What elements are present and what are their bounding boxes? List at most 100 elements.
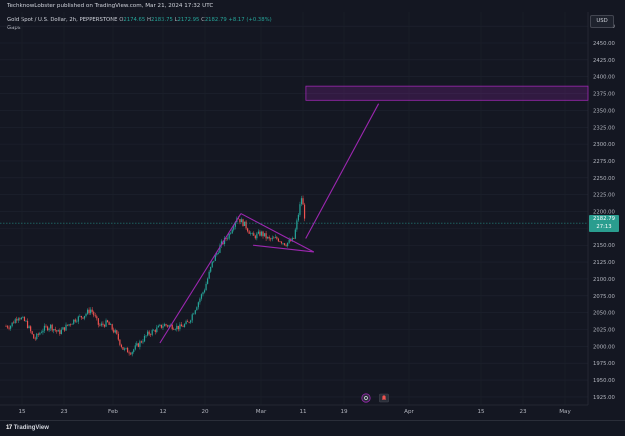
low-label: L [174, 17, 178, 23]
candle-body [63, 327, 66, 331]
candle-body [260, 231, 263, 236]
time-tick-label: 11 [299, 409, 307, 415]
candle-body [237, 218, 239, 220]
gaps-indicator[interactable]: Gaps [7, 25, 21, 31]
alert-icon[interactable] [379, 393, 389, 403]
candle-body [96, 316, 98, 319]
candle-body [105, 320, 107, 327]
tradingview-logo[interactable]: 17 TradingView [6, 425, 49, 431]
candle-body [225, 237, 227, 239]
candle-body [42, 330, 44, 333]
price-tick-label: 2225.00 [593, 193, 616, 199]
candle-body [5, 326, 7, 327]
candle-body [94, 315, 96, 317]
price-tick-label: 2100.00 [593, 277, 616, 283]
low-value: 2172.95 [177, 17, 200, 23]
price-tick-label: 2275.00 [593, 159, 616, 165]
candle-body [77, 316, 79, 322]
candle-body [276, 237, 278, 239]
candle-body [173, 329, 175, 330]
price-tick-label: 2150.00 [593, 243, 616, 249]
candle-body [100, 323, 103, 326]
candle-body [16, 319, 18, 321]
candle-body [97, 318, 99, 325]
candle-body [11, 322, 13, 326]
settings-icon[interactable] [361, 393, 371, 403]
candle-body [30, 326, 32, 332]
candle-body [231, 229, 233, 234]
candle-body [45, 325, 47, 327]
candle-body [130, 353, 132, 355]
candle-body [196, 307, 198, 311]
price-scale[interactable]: 2475.002450.002425.002400.002375.002350.… [593, 24, 616, 401]
price-chart[interactable]: 2475.002450.002425.002400.002375.002350.… [0, 0, 625, 420]
candle-body [122, 347, 124, 350]
trend-line[interactable] [159, 213, 242, 344]
drawings-back [305, 85, 589, 101]
currency-selector[interactable]: USD [590, 15, 614, 28]
candle-body [257, 231, 259, 234]
open-label: O [119, 17, 124, 23]
candle-body [223, 237, 226, 244]
candle-body [280, 241, 283, 244]
candle-body [296, 220, 298, 230]
candle-body [39, 333, 41, 335]
y-gridlines [0, 25, 588, 398]
candle-body [10, 325, 12, 329]
candle-body [134, 345, 136, 350]
candle-body [256, 233, 258, 239]
price-tick-label: 2000.00 [593, 344, 616, 350]
candle-body [160, 324, 163, 328]
candle-body [50, 324, 52, 329]
candle-body [23, 317, 26, 321]
price-tick-label: 2075.00 [593, 294, 616, 300]
candle-body [220, 241, 223, 246]
bar-countdown: 27:13 [596, 223, 612, 230]
candle-body [171, 324, 173, 330]
candle-body [267, 236, 269, 239]
last-price-value: 2182.79 [593, 216, 615, 223]
time-scale[interactable]: 15 23 Feb 12 20 Mar 11 19 Apr 15 23 May [18, 409, 571, 415]
candle-body [217, 252, 219, 254]
candle-body [110, 324, 112, 325]
candle-body [34, 338, 36, 340]
candle-body [214, 254, 216, 261]
candle-body [20, 317, 22, 320]
candle-body [168, 325, 170, 327]
candle-body [228, 233, 230, 239]
pennant-lower-line[interactable] [252, 244, 314, 253]
drawings[interactable] [159, 103, 380, 344]
pennant-upper-line[interactable] [240, 213, 315, 253]
candle-body [163, 324, 166, 327]
open-value: 2174.65 [123, 17, 146, 23]
candle-body [123, 348, 126, 350]
candle-body [145, 335, 147, 337]
price-tick-label: 2450.00 [593, 41, 616, 47]
change-value: +8.17 (+0.38%) [228, 17, 272, 23]
candle-body [128, 352, 130, 354]
candle-body [268, 236, 270, 239]
price-tick-label: 2025.00 [593, 328, 616, 334]
candle-body [79, 315, 81, 317]
candle-body [59, 330, 61, 334]
candle-body [251, 233, 253, 234]
projection-line[interactable] [305, 103, 380, 239]
candle-body [14, 319, 16, 324]
high-label: H [146, 17, 151, 23]
time-tick-label: 15 [477, 409, 485, 415]
candle-body [126, 347, 129, 353]
high-value: 2183.75 [150, 17, 173, 23]
candle-body [28, 326, 30, 329]
candle-body [40, 332, 42, 334]
supply-zone-rectangle[interactable] [305, 85, 589, 101]
candle-body [283, 243, 286, 246]
candle-body [106, 320, 109, 323]
candle-body [190, 320, 192, 323]
candle-body [205, 283, 207, 291]
candle-body [88, 309, 90, 314]
tradingview-brand: TradingView [13, 425, 49, 431]
price-tick-label: 1950.00 [593, 378, 616, 384]
candle-body [91, 309, 93, 312]
candle-body [156, 327, 158, 333]
candle-body [76, 321, 78, 323]
